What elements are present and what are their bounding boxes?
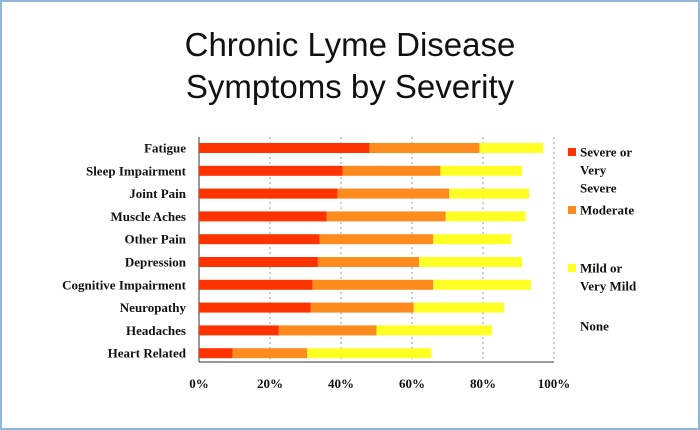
chart-title-line-1: Chronic Lyme Disease <box>184 26 516 63</box>
category-label-heart-related: Heart Related <box>108 346 187 361</box>
bar-fatigue-mild-or-very-mild <box>479 143 544 153</box>
category-label-fatigue: Fatigue <box>144 141 186 156</box>
legend-swatch-severe-or-very-severe <box>568 148 576 156</box>
category-label-depression: Depression <box>125 255 187 270</box>
bar-other-pain-moderate <box>319 234 434 245</box>
x-tick-label-40: 40% <box>328 376 354 391</box>
bar-cognitive-impairment-moderate <box>312 279 434 290</box>
bar-headaches-severe-or-very-severe <box>199 325 279 336</box>
legend-label-severe-or-very-severe-1: Very <box>580 163 607 178</box>
bar-heart-related-moderate <box>232 348 308 359</box>
x-tick-label-20: 20% <box>257 376 283 391</box>
bar-neuropathy-severe-or-very-severe <box>199 302 311 313</box>
legend-label-none-0: None <box>580 319 609 334</box>
bar-fatigue-severe-or-very-severe <box>199 143 370 153</box>
category-label-sleep-impairment: Sleep Impairment <box>86 163 187 178</box>
bar-joint-pain-severe-or-very-severe <box>199 188 338 199</box>
x-tick-label-80: 80% <box>470 376 496 391</box>
category-label-other-pain: Other Pain <box>124 232 186 247</box>
chart-title: Chronic Lyme Disease Symptoms by Severit… <box>0 24 700 108</box>
x-tick-label-60: 60% <box>399 376 425 391</box>
bar-heart-related-severe-or-very-severe <box>199 348 233 359</box>
chart-title-line-2: Symptoms by Severity <box>185 68 515 105</box>
legend-swatch-mild-or-very-mild <box>568 264 576 272</box>
x-tick-label-0: 0% <box>189 376 209 391</box>
bar-neuropathy-mild-or-very-mild <box>413 302 505 313</box>
legend-label-moderate-0: Moderate <box>580 203 634 218</box>
bar-joint-pain-mild-or-very-mild <box>449 188 530 199</box>
category-label-cognitive-impairment: Cognitive Impairment <box>62 277 187 292</box>
bar-sleep-impairment-moderate <box>342 165 441 176</box>
legend-label-mild-or-very-mild-1: Very Mild <box>580 279 637 294</box>
legend-label-severe-or-very-severe-0: Severe or <box>580 145 632 160</box>
bar-depression-mild-or-very-mild <box>419 257 523 267</box>
category-label-muscle-aches: Muscle Aches <box>111 209 186 224</box>
bar-neuropathy-moderate <box>310 302 414 313</box>
bar-joint-pain-moderate <box>337 188 450 199</box>
bar-depression-moderate <box>317 257 420 267</box>
bar-other-pain-severe-or-very-severe <box>199 234 320 245</box>
bar-cognitive-impairment-severe-or-very-severe <box>199 279 313 290</box>
bar-cognitive-impairment-mild-or-very-mild <box>433 279 531 290</box>
bar-muscle-aches-severe-or-very-severe <box>199 211 327 222</box>
bar-sleep-impairment-mild-or-very-mild <box>440 165 523 176</box>
category-label-neuropathy: Neuropathy <box>120 300 187 315</box>
bar-other-pain-mild-or-very-mild <box>433 234 512 245</box>
legend-label-severe-or-very-severe-2: Severe <box>580 181 617 196</box>
bar-muscle-aches-moderate <box>326 211 446 222</box>
bar-headaches-moderate <box>278 325 377 336</box>
x-tick-label-100: 100% <box>538 376 571 391</box>
bar-sleep-impairment-severe-or-very-severe <box>199 165 343 176</box>
legend-swatch-moderate <box>568 206 576 214</box>
category-label-headaches: Headaches <box>126 323 186 338</box>
bar-muscle-aches-mild-or-very-mild <box>445 211 526 222</box>
category-label-joint-pain: Joint Pain <box>129 186 186 201</box>
bar-heart-related-mild-or-very-mild <box>307 348 432 359</box>
bar-fatigue-moderate <box>369 143 480 153</box>
bar-depression-severe-or-very-severe <box>199 257 318 267</box>
bar-headaches-mild-or-very-mild <box>376 325 492 336</box>
legend-label-mild-or-very-mild-0: Mild or <box>580 261 622 276</box>
